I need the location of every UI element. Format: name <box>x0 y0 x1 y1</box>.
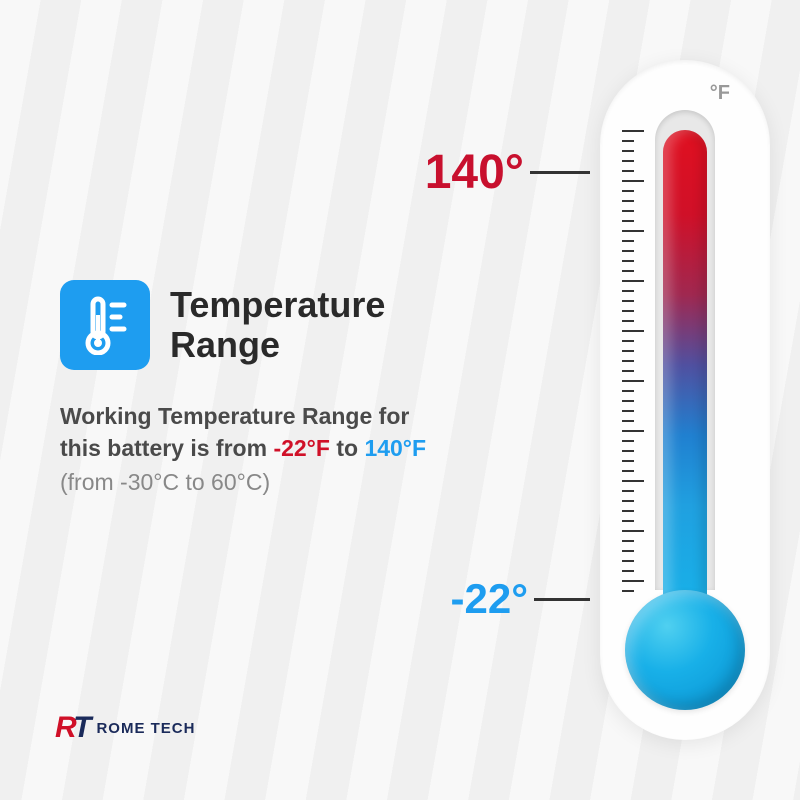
brand-logo: RT ROME TECH <box>55 711 195 745</box>
logo-mark: RT <box>55 711 88 745</box>
callout-line <box>530 171 590 174</box>
description: Working Temperature Range for this batte… <box>60 400 440 499</box>
thermometer-bulb <box>625 590 745 710</box>
high-fahrenheit: 140°F <box>364 435 426 461</box>
high-temp-callout: 140° <box>425 145 590 200</box>
thermometer-fill <box>663 130 707 600</box>
celsius-note: (from -30°C to 60°C) <box>60 466 440 498</box>
low-temp-callout: -22° <box>451 575 591 623</box>
info-panel: TemperatureRange Working Temperature Ran… <box>60 280 440 499</box>
high-temp-value: 140° <box>425 145 524 200</box>
desc-mid: to <box>330 435 365 461</box>
thermometer-icon <box>60 280 150 370</box>
thermometer-body: °F <box>600 60 770 740</box>
logo-text: ROME TECH <box>96 720 195 737</box>
title: TemperatureRange <box>170 285 385 364</box>
thermometer-graphic: °F 140° -22° <box>470 60 770 740</box>
low-temp-value: -22° <box>451 575 529 623</box>
low-fahrenheit: -22°F <box>273 435 330 461</box>
unit-label: °F <box>710 82 730 105</box>
callout-line <box>534 598 590 601</box>
title-row: TemperatureRange <box>60 280 440 370</box>
thermometer-ticks <box>622 130 652 590</box>
